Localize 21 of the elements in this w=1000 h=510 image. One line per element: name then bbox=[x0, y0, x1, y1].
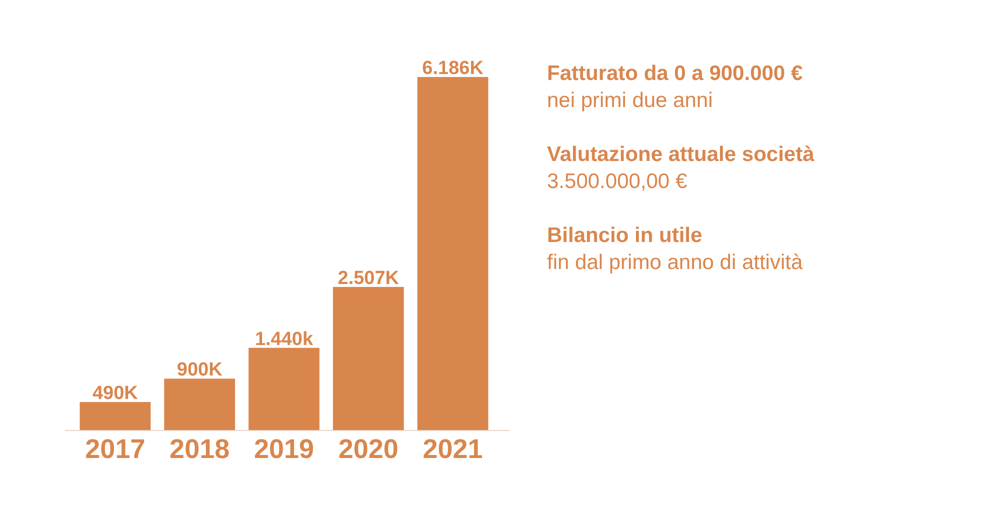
text: 3.500.000,00 € bbox=[547, 170, 688, 193]
x-tick-label: 2021 bbox=[422, 434, 483, 464]
text: Bilancio in utile bbox=[547, 224, 702, 247]
x-tick-label: 2018 bbox=[170, 434, 230, 464]
data-label: 490K bbox=[92, 383, 138, 404]
x-tick-label: 2017 bbox=[85, 434, 146, 464]
x-tick-label: 2019 bbox=[254, 434, 314, 464]
text: nei primi due anni bbox=[547, 89, 713, 112]
bar bbox=[164, 378, 236, 430]
text: fin dal primo anno di attività bbox=[547, 251, 803, 274]
x-tick-label: 2020 bbox=[338, 434, 398, 464]
data-label: 1.440k bbox=[254, 328, 314, 350]
data-label: 2.507K bbox=[338, 268, 400, 289]
text: Valutazione attuale società bbox=[547, 143, 815, 166]
bar bbox=[248, 348, 320, 430]
data-label: 6.186K bbox=[422, 58, 484, 79]
bar bbox=[417, 77, 488, 430]
text: Fatturato da 0 a 900.000 € bbox=[547, 62, 803, 85]
bar bbox=[80, 402, 151, 430]
bar bbox=[332, 286, 404, 430]
data-label: 900K bbox=[176, 360, 223, 381]
